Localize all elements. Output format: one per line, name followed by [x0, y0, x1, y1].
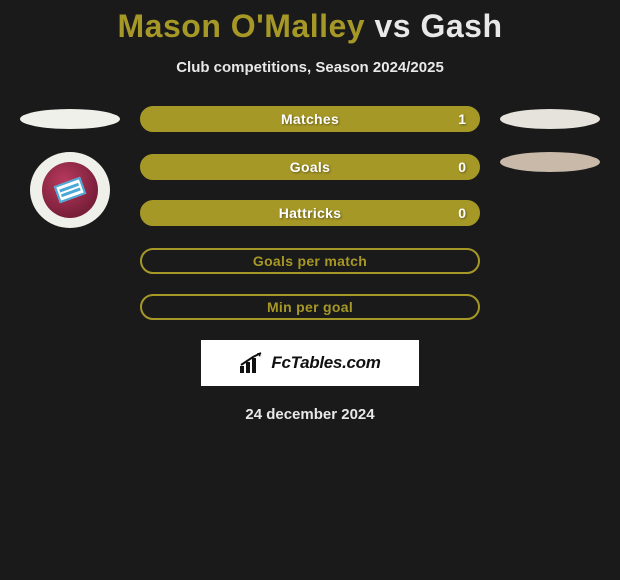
- left-slot-1: [20, 106, 120, 132]
- stat-value: 0: [458, 205, 466, 221]
- subtitle: Club competitions, Season 2024/2025: [0, 59, 620, 76]
- page-title: Mason O'Malley vs Gash: [0, 8, 620, 45]
- player2-name: Gash: [420, 8, 502, 44]
- stat-label: Goals per match: [253, 253, 367, 269]
- stat-pill-mpg: Min per goal: [140, 294, 480, 320]
- brand-text: FcTables.com: [271, 353, 380, 373]
- club-badge-flag-icon: [54, 177, 86, 203]
- stat-label: Min per goal: [267, 299, 353, 315]
- stat-pill-hattricks: Hattricks 0: [140, 200, 480, 226]
- ellipse-placeholder: [500, 152, 600, 172]
- stat-row-goals: Goals 0 Hattricks 0: [0, 152, 620, 228]
- club-badge: [30, 152, 110, 228]
- date-text: 24 december 2024: [0, 406, 620, 423]
- left-slot-2: [20, 152, 120, 228]
- stat-row-gpm: Goals per match: [0, 248, 620, 274]
- stat-pill-matches: Matches 1: [140, 106, 480, 132]
- stat-pill-gpm: Goals per match: [140, 248, 480, 274]
- stat-value: 1: [458, 111, 466, 127]
- player1-name: Mason O'Malley: [118, 8, 366, 44]
- stat-pill-goals: Goals 0: [140, 154, 480, 180]
- stat-label: Matches: [281, 111, 339, 127]
- stat-label: Hattricks: [279, 205, 342, 221]
- ellipse-placeholder: [500, 109, 600, 129]
- right-slot-1: [500, 106, 600, 132]
- comparison-card: Mason O'Malley vs Gash Club competitions…: [0, 0, 620, 423]
- stat-label: Goals: [290, 159, 330, 175]
- stat-value: 0: [458, 159, 466, 175]
- brand-chart-icon: [239, 352, 265, 374]
- brand-box: FcTables.com: [201, 340, 419, 386]
- ellipse-placeholder: [20, 109, 120, 129]
- club-badge-inner: [42, 162, 98, 218]
- vs-text: vs: [374, 8, 411, 44]
- stat-row-matches: Matches 1: [0, 106, 620, 132]
- stat-row-mpg: Min per goal: [0, 294, 620, 320]
- right-slot-2: [500, 152, 600, 228]
- middle-stack: Goals 0 Hattricks 0: [140, 154, 480, 226]
